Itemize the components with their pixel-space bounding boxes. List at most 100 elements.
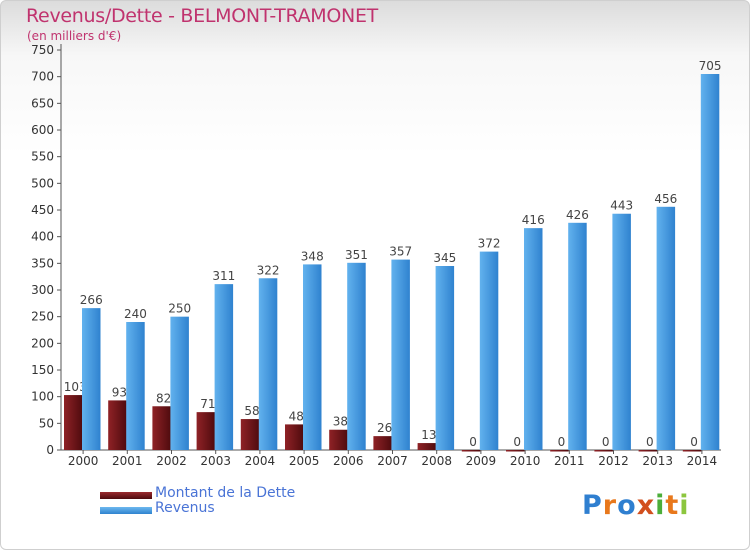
x-tick-label: 2002 <box>156 454 187 468</box>
bar-revenus <box>391 259 410 450</box>
y-tick-label: 450 <box>31 203 54 217</box>
y-tick-label: 200 <box>31 336 54 350</box>
data-label-revenus: 416 <box>522 213 545 227</box>
data-label-dette: 13 <box>421 428 436 442</box>
legend-swatch-dette <box>100 492 152 499</box>
data-label-revenus: 311 <box>212 269 235 283</box>
bar-revenus <box>126 322 145 450</box>
bar-dette <box>373 436 392 450</box>
bar-dette <box>506 450 525 452</box>
data-label-revenus: 322 <box>257 263 280 277</box>
data-label-revenus: 266 <box>80 293 103 307</box>
x-tick-label: 2013 <box>642 454 673 468</box>
x-tick-label: 2011 <box>554 454 585 468</box>
proxiti-logo: Proxiti <box>582 490 690 521</box>
bar-revenus <box>612 213 631 450</box>
legend-label-dette: Montant de la Dette <box>155 485 296 501</box>
data-label-dette: 93 <box>112 385 127 399</box>
data-label-revenus: 357 <box>389 245 412 259</box>
bar-revenus <box>700 74 720 450</box>
data-label-dette: 0 <box>513 435 521 449</box>
bar-dette <box>329 429 348 450</box>
bar-dette <box>196 412 216 450</box>
bar-dette <box>417 443 437 450</box>
x-tick-label: 2003 <box>200 454 231 468</box>
bar-revenus <box>303 264 322 450</box>
y-tick-label: 750 <box>31 43 54 57</box>
y-tick-label: 250 <box>31 310 54 324</box>
data-label-dette: 0 <box>690 435 698 449</box>
data-label-dette: 26 <box>377 421 392 435</box>
data-label-revenus: 250 <box>168 302 191 316</box>
y-tick-label: 500 <box>31 176 54 190</box>
bar-dette <box>152 406 171 450</box>
bar-dette <box>64 395 83 450</box>
y-tick-label: 100 <box>31 390 54 404</box>
data-label-revenus: 443 <box>610 199 633 213</box>
bar-revenus <box>258 278 278 450</box>
data-label-dette: 0 <box>558 435 566 449</box>
x-tick-label: 2007 <box>377 454 408 468</box>
bar-revenus <box>214 284 234 450</box>
bar-dette <box>285 424 304 450</box>
bar-dette <box>240 419 260 450</box>
logo-letter: P <box>582 490 603 521</box>
logo-letter: i <box>655 490 666 521</box>
data-label-revenus: 240 <box>124 307 147 321</box>
data-label-revenus: 345 <box>433 251 456 265</box>
bar-revenus <box>656 206 676 450</box>
y-tick-label: 150 <box>31 363 54 377</box>
bar-dette <box>682 450 702 452</box>
y-tick-label: 550 <box>31 150 54 164</box>
legend-swatch-revenus <box>100 507 152 514</box>
chart-subtitle: (en milliers d'€) <box>27 29 122 43</box>
bar-dette <box>461 450 481 452</box>
bar-revenus <box>170 316 189 450</box>
x-tick-label: 2009 <box>466 454 497 468</box>
x-tick-label: 2000 <box>68 454 99 468</box>
data-label-dette: 82 <box>156 391 171 405</box>
data-label-dette: 48 <box>289 409 304 423</box>
x-tick-label: 2004 <box>245 454 276 468</box>
data-label-revenus: 351 <box>345 248 368 262</box>
y-tick-label: 300 <box>31 283 54 297</box>
bar-revenus <box>435 266 455 450</box>
logo-letter: i <box>679 490 690 521</box>
bar-dette <box>108 400 127 450</box>
x-tick-label: 2005 <box>289 454 320 468</box>
x-tick-label: 2006 <box>333 454 364 468</box>
bar-dette <box>550 450 569 452</box>
logo-letter: o <box>617 490 637 521</box>
bar-revenus <box>479 251 499 450</box>
x-tick-label: 2010 <box>510 454 541 468</box>
data-label-dette: 103 <box>64 380 87 394</box>
x-tick-label: 2012 <box>598 454 629 468</box>
data-label-dette: 71 <box>200 397 215 411</box>
bar-dette <box>594 450 613 452</box>
x-tick-label: 2001 <box>112 454 143 468</box>
x-tick-label: 2008 <box>421 454 452 468</box>
bar-revenus <box>347 262 366 450</box>
y-tick-label: 0 <box>46 443 54 457</box>
y-tick-label: 400 <box>31 230 54 244</box>
data-label-revenus: 348 <box>301 249 324 263</box>
bar-dette <box>638 450 658 452</box>
y-tick-label: 50 <box>39 416 54 430</box>
logo-letter: r <box>602 490 618 521</box>
logo-letter: t <box>665 490 680 521</box>
data-label-dette: 0 <box>469 435 477 449</box>
x-tick-label: 2014 <box>687 454 718 468</box>
y-tick-label: 600 <box>31 123 54 137</box>
bar-revenus <box>82 308 101 450</box>
data-label-revenus: 372 <box>478 237 501 251</box>
logo-letter: x <box>636 490 656 521</box>
data-label-dette: 38 <box>333 415 348 429</box>
chart-title: Revenus/Dette - BELMONT-TRAMONET <box>26 5 378 27</box>
bar-revenus <box>524 228 543 450</box>
data-label-dette: 58 <box>244 404 259 418</box>
bar-revenus <box>568 222 587 450</box>
data-label-dette: 0 <box>602 435 610 449</box>
legend-label-revenus: Revenus <box>155 500 215 516</box>
data-label-revenus: 426 <box>566 208 589 222</box>
